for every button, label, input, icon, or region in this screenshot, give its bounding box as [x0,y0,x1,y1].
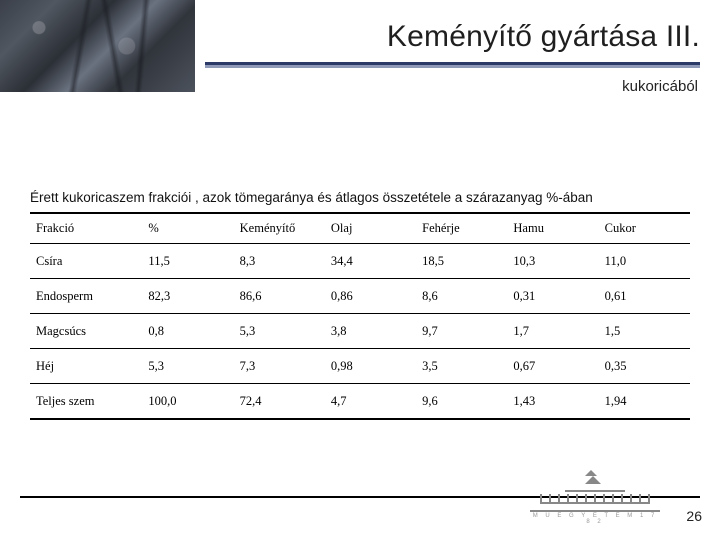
table-header-row: Frakció % Keményítő Olaj Fehérje Hamu Cu… [30,213,690,244]
col-kemenyito: Keményítő [234,213,325,244]
cell-label: Csíra [30,244,142,279]
cell: 0,35 [599,349,690,384]
logo-text: M Ű E G Y E T E M 1 7 8 2 [530,513,660,525]
cell: 0,61 [599,279,690,314]
table-row: Endosperm 82,3 86,6 0,86 8,6 0,31 0,61 [30,279,690,314]
cell: 11,0 [599,244,690,279]
cell: 8,3 [234,244,325,279]
cell-label: Magcsúcs [30,314,142,349]
cell: 5,3 [142,349,233,384]
col-percent: % [142,213,233,244]
cell: 72,4 [234,384,325,420]
cell: 8,6 [416,279,507,314]
subtitle-area: kukoricából [622,78,698,95]
page-number: 26 [686,508,702,524]
cell-label: Héj [30,349,142,384]
table-row: Héj 5,3 7,3 0,98 3,5 0,67 0,35 [30,349,690,384]
cell: 82,3 [142,279,233,314]
table-caption: Érett kukoricaszem frakciói , azok tömeg… [30,190,593,205]
cell: 0,67 [507,349,598,384]
cell: 1,5 [599,314,690,349]
cell: 1,43 [507,384,598,420]
header-photo [0,0,195,92]
cell: 0,8 [142,314,233,349]
cell-label: Teljes szem [30,384,142,420]
page-title: Keményítő gyártása III. [205,20,700,54]
table: Frakció % Keményítő Olaj Fehérje Hamu Cu… [30,212,690,420]
cell: 3,8 [325,314,416,349]
cell: 34,4 [325,244,416,279]
cell-label: Endosperm [30,279,142,314]
cell: 0,98 [325,349,416,384]
subtitle: kukoricából [622,78,698,95]
cell: 7,3 [234,349,325,384]
title-area: Keményítő gyártása III. [205,20,700,54]
cell: 86,6 [234,279,325,314]
title-underline [205,62,700,65]
cell: 1,7 [507,314,598,349]
cell: 0,86 [325,279,416,314]
col-olaj: Olaj [325,213,416,244]
cell: 9,7 [416,314,507,349]
col-feherje: Fehérje [416,213,507,244]
cell: 9,6 [416,384,507,420]
cell: 5,3 [234,314,325,349]
col-hamu: Hamu [507,213,598,244]
logo-building-icon [530,484,660,512]
university-logo: M Ű E G Y E T E M 1 7 8 2 [530,484,660,528]
table-row: Magcsúcs 0,8 5,3 3,8 9,7 1,7 1,5 [30,314,690,349]
composition-table: Frakció % Keményítő Olaj Fehérje Hamu Cu… [30,212,690,420]
cell: 11,5 [142,244,233,279]
col-frakcio: Frakció [30,213,142,244]
table-row: Csíra 11,5 8,3 34,4 18,5 10,3 11,0 [30,244,690,279]
cell: 0,31 [507,279,598,314]
cell: 18,5 [416,244,507,279]
cell: 100,0 [142,384,233,420]
cell: 1,94 [599,384,690,420]
cell: 3,5 [416,349,507,384]
table-row: Teljes szem 100,0 72,4 4,7 9,6 1,43 1,94 [30,384,690,420]
cell: 10,3 [507,244,598,279]
cell: 4,7 [325,384,416,420]
col-cukor: Cukor [599,213,690,244]
